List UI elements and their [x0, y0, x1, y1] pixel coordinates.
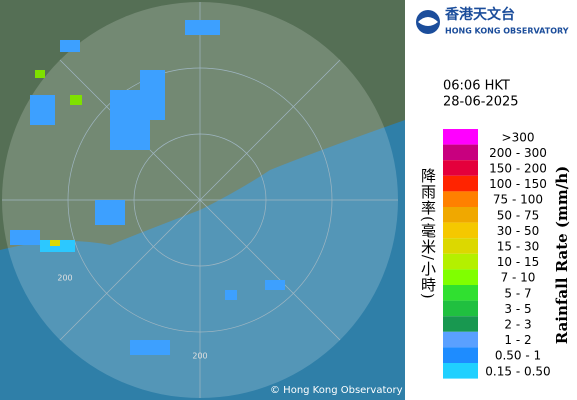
legend-swatch — [443, 363, 478, 379]
legend-label: 7 - 10 — [501, 271, 536, 285]
copyright: © Hong Kong Observatory — [270, 385, 403, 396]
legend-label: 150 - 200 — [489, 162, 547, 176]
legend-title-chinese: 降雨率(毫米/小時) — [419, 168, 437, 300]
date: 28-06-2025 — [443, 95, 519, 110]
legend-title-english: Rainfall Rate (mm/h) — [553, 166, 571, 344]
legend-swatch — [443, 222, 478, 239]
legend-label: 0.50 - 1 — [495, 349, 541, 363]
legend-label: 0.15 - 0.50 — [485, 364, 550, 378]
logo-chinese: 香港天文台 — [444, 6, 515, 23]
time: 06:06 HKT — [443, 79, 510, 94]
legend-swatch — [443, 331, 478, 348]
legend-label: 5 - 7 — [504, 286, 531, 300]
legend-label: >300 — [502, 130, 535, 144]
legend-label: 30 - 50 — [497, 224, 540, 238]
legend-label: 75 - 100 — [493, 193, 543, 207]
sea — [0, 120, 405, 400]
legend-swatch — [443, 316, 478, 332]
legend-swatch — [443, 175, 478, 192]
legend-swatch — [443, 300, 478, 317]
legend-label: 10 - 15 — [497, 255, 540, 269]
legend-label: 1 - 2 — [504, 333, 531, 347]
legend-label: 100 - 150 — [489, 177, 547, 191]
legend-swatch — [443, 191, 478, 207]
legend-label: 15 - 30 — [497, 240, 540, 254]
legend-label: 2 - 3 — [504, 318, 531, 332]
logo-english: HONG KONG OBSERVATORY — [445, 27, 569, 36]
legend-swatch — [443, 144, 478, 161]
rain-echoes — [10, 20, 285, 355]
legend-swatch — [443, 129, 478, 145]
legend-swatch — [443, 269, 478, 285]
legend-swatch — [443, 253, 478, 270]
legend-swatch — [443, 207, 478, 223]
legend-swatch — [443, 347, 478, 363]
rain-echoes-moderate — [35, 70, 82, 246]
map: 200 200 © Hong Kong Observatory — [0, 0, 405, 400]
legend-label: 200 - 300 — [489, 146, 547, 160]
range-label: 200 — [57, 274, 72, 283]
legend-swatch — [443, 285, 478, 301]
legend-label: 50 - 75 — [497, 208, 540, 222]
logo: 香港天文台 HONG KONG OBSERVATORY — [416, 6, 569, 36]
legend-label: 3 - 5 — [504, 302, 531, 316]
legend-swatch — [443, 238, 478, 254]
range-rings — [2, 2, 398, 398]
legend-swatch — [443, 160, 478, 176]
range-label: 200 — [192, 352, 207, 361]
